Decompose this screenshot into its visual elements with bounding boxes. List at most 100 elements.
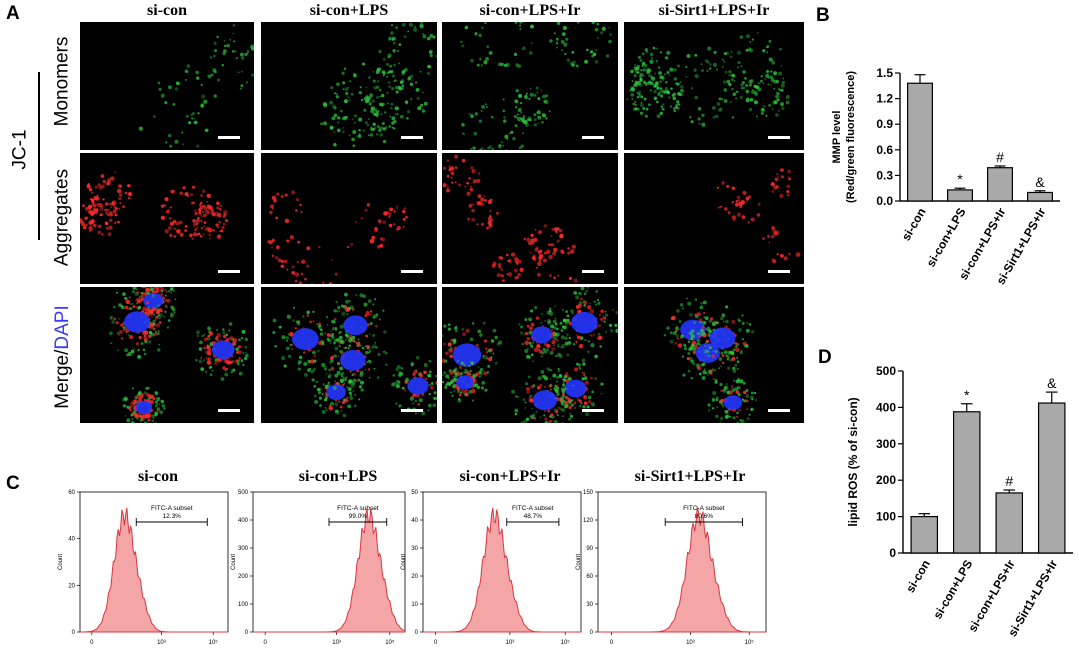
facs-ytick-label: 60 (586, 574, 593, 580)
y-tick-label: 0.6 (876, 143, 893, 157)
facs-xtick-label: 10³ (506, 640, 515, 646)
facs-gate-percent: 99.0% (349, 513, 368, 520)
facs-gate-percent: 80.6% (695, 513, 714, 520)
significance-marker-4: & (1035, 174, 1045, 190)
bar-2 (946, 189, 973, 202)
y-tick-label: 1.5 (876, 66, 893, 80)
facs-gate-label: FITC-A subset (512, 505, 554, 512)
facs-gate-label: FITC-A subset (683, 505, 725, 512)
bar-3 (995, 492, 1024, 554)
micrograph-merge-1 (80, 287, 254, 423)
facs-ytick-label: 20 (411, 574, 418, 580)
facs-ytick-label: 40 (68, 537, 75, 543)
significance-marker-2: * (957, 171, 963, 187)
facs-ytick-label: 30 (411, 546, 418, 552)
micrograph-aggregates-1 (80, 153, 254, 284)
facs-ytick-label: 200 (238, 574, 249, 580)
category-label-2: si-con+LPS (930, 558, 975, 622)
y-axis-label-line1: MMP level (831, 111, 843, 164)
significance-marker-4: & (1047, 375, 1057, 391)
facs-xtick-label: 10⁵ (209, 639, 219, 646)
header-si-sirt1-lps-ir: si-Sirt1+LPS+Ir (658, 2, 770, 19)
header-si-con-lps-ir: si-con+LPS+Ir (479, 2, 581, 19)
panel-a-letter: A (6, 3, 20, 24)
merge-dapi-label: Merge/DAPI (52, 287, 74, 427)
facs-histogram-curve (423, 507, 581, 633)
facs-gate-percent: 48.7% (524, 513, 543, 520)
facs-xtick-label: 10³ (332, 640, 341, 646)
micrograph-aggregates-3 (442, 153, 618, 284)
micrograph-merge-2 (261, 287, 437, 423)
bar-3 (987, 167, 1014, 202)
facs-ylabel: Count (58, 554, 64, 570)
facs-plot-4: 0 30 60 90 120 150 Count 0 10³ 10⁵ FITC-A subset80… (576, 490, 767, 646)
bar-4 (1027, 191, 1054, 202)
micrograph-monomers-4 (624, 22, 804, 150)
y-tick-label: 0.0 (876, 194, 893, 208)
bar-4 (1037, 402, 1066, 554)
facs-ylabel: Count (401, 554, 407, 570)
facs-plot-3: 0 10 20 30 40 50 Count 0 10³ 10⁵ FITC-A subset48.7… (401, 490, 582, 646)
facs-ytick-label: 300 (238, 546, 249, 552)
header-si-con: si-con (147, 2, 187, 19)
facs-histogram-curve (253, 508, 406, 633)
facs-ytick-label: 150 (583, 490, 594, 496)
micrograph-monomers-2 (261, 22, 437, 150)
facs-ytick-label: 500 (238, 490, 249, 496)
facs-plot-2: 0 100 200 300 400 500 Count 0 10³ 10⁵ FITC-A subse… (231, 490, 406, 646)
facs-header-si-con: si-con (138, 468, 178, 485)
facs-gate-percent: 12.3% (163, 513, 182, 520)
category-label-2: si-con+LPS (924, 206, 969, 270)
facs-ylabel: Count (576, 554, 582, 570)
facs-xtick-label: 10³ (686, 640, 695, 646)
facs-histogram-curve (80, 507, 228, 633)
y-tick-label: 1.2 (876, 92, 893, 106)
row-label-aggregates: Aggregates (51, 168, 73, 267)
category-label-1: si-con (903, 558, 933, 596)
micrograph-monomers-1 (80, 22, 254, 150)
dapi-label: DAPI (52, 305, 73, 350)
facs-ytick-label: 30 (586, 602, 593, 608)
bar-1 (910, 516, 939, 554)
facs-ytick-label: 120 (583, 518, 594, 524)
facs-gate-label: FITC-A subset (337, 505, 379, 512)
row-label-monomers: Monomers (51, 36, 73, 127)
y-tick-label: 400 (876, 400, 896, 414)
y-tick-label: 300 (876, 437, 896, 451)
y-tick-label: 500 (876, 364, 896, 378)
micrograph-merge-3 (442, 287, 618, 423)
facs-header-si-sirt1-lps-ir: si-Sirt1+LPS+Ir (634, 468, 746, 485)
bar-1 (906, 82, 933, 202)
y-tick-label: 100 (876, 510, 896, 524)
y-tick-label: 0.3 (876, 168, 893, 182)
facs-frame (79, 491, 229, 633)
facs-xtick-label: 0 (610, 640, 614, 646)
facs-ytick-label: 0 (415, 630, 419, 636)
micrograph-aggregates-4 (624, 153, 804, 284)
chart-lipid-ros: 0 100 200 300 400 500 lipid ROS (% of si-con) s… (846, 364, 1073, 639)
bar-2 (952, 411, 981, 554)
facs-header-si-con-lps-ir: si-con+LPS+Ir (459, 468, 561, 485)
panel-c-letter: C (6, 473, 20, 494)
y-tick-label: 0 (889, 546, 896, 560)
facs-ytick-label: 400 (238, 518, 249, 524)
panel-b-letter: B (816, 5, 830, 26)
facs-xtick-label: 0 (90, 640, 94, 646)
facs-xtick-label: 10³ (157, 640, 166, 646)
y-tick-label: 0.9 (876, 117, 893, 131)
facs-gate-label: FITC-A subset (151, 505, 193, 512)
facs-xtick-label: 10⁵ (745, 639, 755, 646)
jc1-label: JC-1 (9, 129, 31, 170)
y-tick-label: 200 (876, 473, 896, 487)
facs-xtick-label: 10⁵ (561, 639, 571, 646)
category-label-1: si-con (899, 206, 929, 244)
micrograph-monomers-3 (442, 22, 618, 150)
facs-histogram-curve (598, 506, 766, 633)
merge-label: Merge/ (52, 349, 73, 409)
header-si-con-lps: si-con+LPS (309, 2, 389, 19)
micrograph-merge-4 (624, 287, 804, 423)
facs-ytick-label: 100 (238, 602, 249, 608)
chart-mmp-level: 0.0 0.3 0.6 0.9 1.2 1.5 MMP level (Red/green fl… (831, 66, 1060, 287)
